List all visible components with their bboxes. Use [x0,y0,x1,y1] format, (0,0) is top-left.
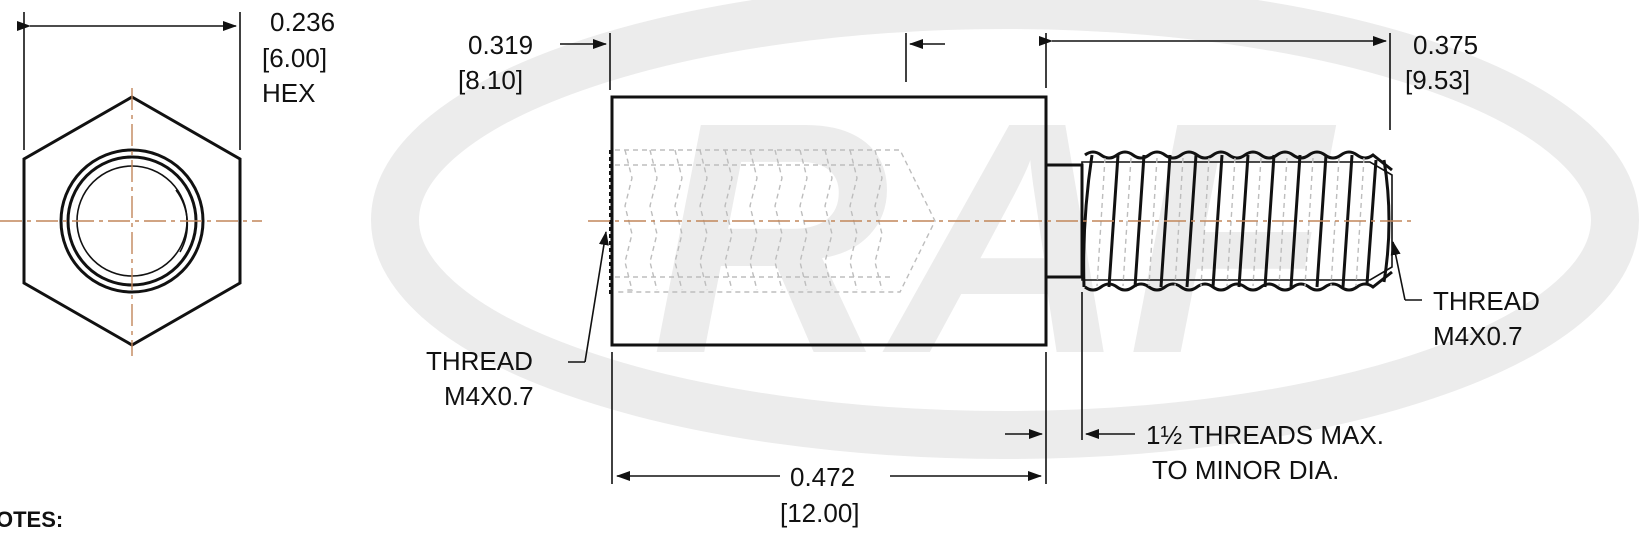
external-thread-callout: THREAD M4X0.7 [1390,241,1540,351]
thread-runout-callout: 1½ THREADS MAX. TO MINOR DIA. [1005,292,1384,485]
hex-dimension-suffix: HEX [262,78,315,108]
thread-runout-line1: 1½ THREADS MAX. [1146,420,1384,450]
internal-thread-line1: THREAD [426,346,533,376]
bore-outer-circle [59,148,205,294]
body-length-mm: [12.00] [780,498,860,528]
body-diameter-mm: [8.10] [458,65,523,95]
body-length-inch: 0.472 [790,462,855,492]
internal-thread-hidden [615,149,936,293]
body-length-dimension: 0.472 [12.00] [611,352,1047,528]
notes-heading: OTES: [0,507,63,532]
hex-dimension: 0.236 [6.00] HEX [17,7,335,150]
body-diameter-dimension: 0.319 [8.10] [458,30,945,95]
hex-dimension-mm: [6.00] [262,43,327,73]
external-thread-line2: M4X0.7 [1433,321,1523,351]
watermark-logo: RAF [371,0,1639,459]
external-thread-line1: THREAD [1433,286,1540,316]
internal-thread-callout: THREAD M4X0.7 [426,231,609,411]
standoff-side-view [588,95,1415,347]
hex-end-view [0,88,262,356]
internal-thread-line2: M4X0.7 [444,381,534,411]
stud-length-mm: [9.53] [1405,65,1470,95]
stud-length-dimension: 0.375 [9.53] [1039,30,1478,130]
watermark-ring [371,0,1639,459]
body-diameter-inch: 0.319 [468,30,533,60]
threaded-stud [1081,150,1393,292]
watermark-text: RAF [651,53,1339,422]
hex-dimension-inch: 0.236 [270,7,335,37]
thread-runout-line2: TO MINOR DIA. [1152,455,1339,485]
stud-length-inch: 0.375 [1413,30,1478,60]
